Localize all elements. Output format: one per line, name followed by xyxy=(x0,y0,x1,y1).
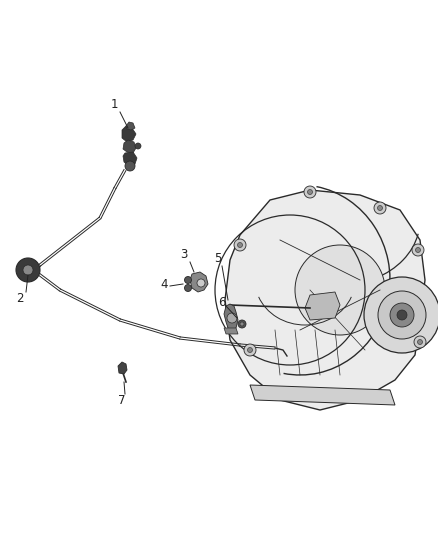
Circle shape xyxy=(390,303,414,327)
Circle shape xyxy=(240,322,244,326)
Circle shape xyxy=(378,291,426,339)
Text: 1: 1 xyxy=(110,99,118,111)
Polygon shape xyxy=(305,292,340,320)
Circle shape xyxy=(244,344,256,356)
Circle shape xyxy=(417,340,423,344)
Text: 3: 3 xyxy=(180,248,188,262)
Text: 6: 6 xyxy=(218,295,226,309)
Polygon shape xyxy=(122,126,136,142)
Polygon shape xyxy=(118,362,127,374)
Polygon shape xyxy=(224,328,238,334)
Circle shape xyxy=(23,265,33,275)
Circle shape xyxy=(125,161,135,171)
Circle shape xyxy=(238,320,246,328)
Text: 2: 2 xyxy=(16,292,24,304)
Circle shape xyxy=(416,247,420,253)
Polygon shape xyxy=(126,122,135,130)
Circle shape xyxy=(378,206,382,211)
Circle shape xyxy=(307,190,312,195)
Text: 5: 5 xyxy=(214,252,222,264)
Circle shape xyxy=(397,310,407,320)
Circle shape xyxy=(197,279,205,287)
Polygon shape xyxy=(123,152,137,166)
Circle shape xyxy=(414,336,426,348)
Circle shape xyxy=(135,143,141,149)
Circle shape xyxy=(295,245,385,335)
Circle shape xyxy=(184,285,191,292)
Circle shape xyxy=(234,239,246,251)
Circle shape xyxy=(16,258,40,282)
Polygon shape xyxy=(250,385,395,405)
Text: 7: 7 xyxy=(118,393,126,407)
Circle shape xyxy=(374,202,386,214)
Polygon shape xyxy=(123,140,136,153)
Circle shape xyxy=(247,348,252,352)
Circle shape xyxy=(237,243,243,247)
Polygon shape xyxy=(224,304,238,330)
Circle shape xyxy=(304,186,316,198)
Circle shape xyxy=(184,277,191,284)
Polygon shape xyxy=(190,272,208,292)
Circle shape xyxy=(364,277,438,353)
Circle shape xyxy=(412,244,424,256)
Polygon shape xyxy=(225,190,425,410)
Text: 4: 4 xyxy=(160,279,168,292)
Circle shape xyxy=(227,313,237,323)
